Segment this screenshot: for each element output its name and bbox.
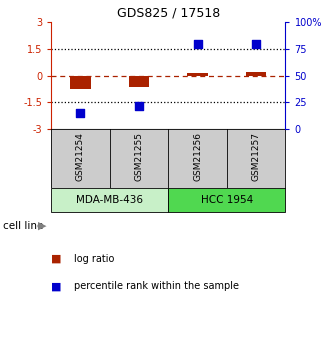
Point: [253, 41, 259, 47]
Text: ■: ■: [51, 282, 62, 291]
Text: MDA-MB-436: MDA-MB-436: [76, 195, 143, 205]
Bar: [187, 72, 208, 76]
Bar: [246, 72, 266, 76]
Text: percentile rank within the sample: percentile rank within the sample: [74, 282, 239, 291]
Text: GSM21254: GSM21254: [76, 132, 85, 181]
Text: GSM21257: GSM21257: [252, 132, 261, 181]
Point: [195, 41, 200, 47]
Bar: [51, 188, 168, 212]
Bar: [168, 188, 285, 212]
Title: GDS825 / 17518: GDS825 / 17518: [117, 7, 220, 20]
Point: [78, 110, 83, 116]
Text: cell line: cell line: [3, 221, 44, 231]
Text: log ratio: log ratio: [74, 254, 115, 264]
Bar: [129, 76, 149, 87]
Text: ■: ■: [51, 254, 62, 264]
Bar: [70, 76, 91, 89]
Text: GSM21255: GSM21255: [135, 132, 144, 181]
Point: [136, 103, 142, 108]
Text: GSM21256: GSM21256: [193, 132, 202, 181]
Text: ▶: ▶: [38, 221, 47, 231]
Text: HCC 1954: HCC 1954: [201, 195, 253, 205]
